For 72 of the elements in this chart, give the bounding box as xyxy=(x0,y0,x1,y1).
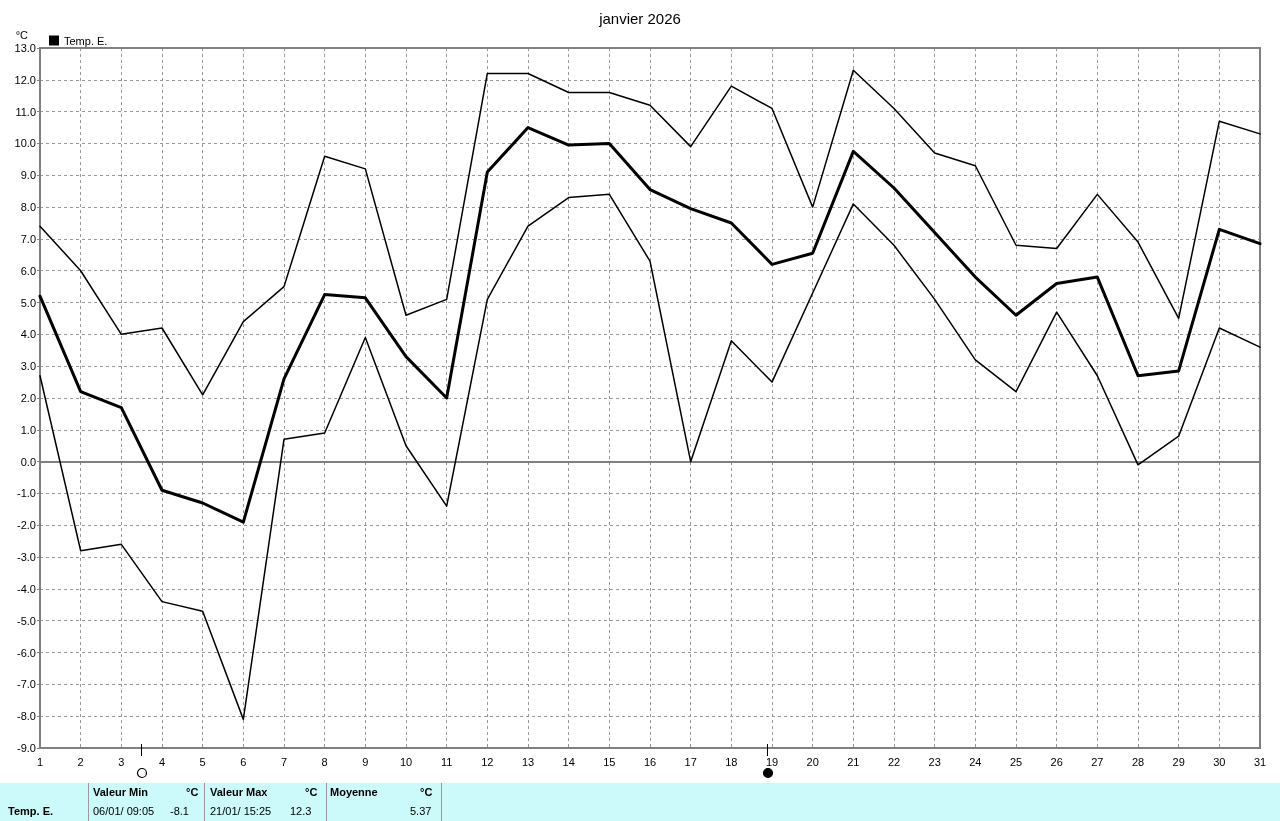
y-tick-label: 12.0 xyxy=(14,73,36,86)
text: Temp. E. xyxy=(8,805,54,817)
legend-label: Temp. E. xyxy=(64,34,108,47)
x-tick-label: 13 xyxy=(521,755,535,768)
text: Valeur Max xyxy=(210,786,268,798)
x-tick-label: 28 xyxy=(1131,755,1145,768)
text: 5.37 xyxy=(410,805,432,817)
x-tick-label: 14 xyxy=(562,755,575,768)
x-tick-label: 4 xyxy=(158,755,166,768)
chart-title: janvier 2026 xyxy=(598,10,681,27)
x-tick-label: 29 xyxy=(1172,755,1185,768)
y-tick-label: -5.0 xyxy=(17,614,36,627)
y-tick-label: 2.0 xyxy=(20,392,36,404)
text: 12.3 xyxy=(290,805,312,817)
y-tick-label: 6.0 xyxy=(20,264,36,277)
text: 06/01/ 09:05 xyxy=(93,805,155,817)
y-tick-label: 0.0 xyxy=(20,455,36,468)
y-tick-label: 9.0 xyxy=(20,169,36,182)
x-tick-label: 5 xyxy=(199,755,206,768)
y-tick-label: 1.0 xyxy=(20,423,36,436)
y-tick-label: 7.0 xyxy=(20,232,36,245)
x-tick-label: 17 xyxy=(684,755,697,768)
x-tick-label: 21 xyxy=(847,755,860,768)
x-tick-label: 9 xyxy=(362,755,369,768)
x-tick-label: 20 xyxy=(806,755,819,768)
y-tick-label: -7.0 xyxy=(17,678,36,691)
x-tick-label: 24 xyxy=(969,755,982,768)
y-tick-label: 3.0 xyxy=(20,360,36,373)
x-tick-label: 3 xyxy=(118,755,125,768)
y-tick-label: -4.0 xyxy=(17,582,36,595)
x-tick-label: 6 xyxy=(240,755,247,768)
x-tick-label: 27 xyxy=(1091,755,1104,768)
x-tick-label: 15 xyxy=(603,755,616,768)
x-tick-label: 12 xyxy=(481,755,494,768)
x-tick-label: 16 xyxy=(643,755,657,768)
text: 21/01/ 15:25 xyxy=(210,805,272,817)
y-tick-label: -6.0 xyxy=(17,646,36,659)
x-tick-label: 23 xyxy=(928,755,941,768)
y-axis-title: °C xyxy=(15,28,29,41)
y-tick-label: -2.0 xyxy=(17,519,36,532)
text: °C xyxy=(186,786,199,798)
x-tick-label: 11 xyxy=(440,755,453,768)
line-series xyxy=(39,69,1261,396)
y-tick-label: -8.0 xyxy=(17,710,36,723)
x-tick-label: 18 xyxy=(725,755,738,768)
x-tick-label: 22 xyxy=(887,755,901,768)
x-tick-label: 19 xyxy=(765,755,779,768)
line-series xyxy=(39,193,1261,721)
line-series xyxy=(38,126,1262,524)
x-tick-label: 25 xyxy=(1009,755,1023,768)
x-tick-label: 30 xyxy=(1213,755,1226,768)
y-tick-label: 8.0 xyxy=(20,201,36,214)
text: °C xyxy=(420,786,433,798)
y-tick-label: 13.0 xyxy=(14,42,36,54)
y-tick-label: -3.0 xyxy=(17,551,36,564)
y-tick-label: 5.0 xyxy=(20,296,36,309)
x-tick-label: 2 xyxy=(77,755,84,768)
x-tick-label: 31 xyxy=(1253,755,1267,768)
x-tick-label: 26 xyxy=(1050,755,1063,768)
x-tick-label: 1 xyxy=(36,755,44,768)
text: Moyenne xyxy=(330,786,378,798)
y-tick-label: 4.0 xyxy=(20,328,36,341)
y-tick-label: 10.0 xyxy=(14,137,36,150)
text: °C xyxy=(305,786,318,798)
x-tick-label: 7 xyxy=(280,755,288,768)
y-tick-label: -1.0 xyxy=(17,487,36,500)
x-tick-label: 8 xyxy=(321,755,328,768)
y-tick-label: 11.0 xyxy=(15,105,36,118)
x-tick-label: 10 xyxy=(399,755,413,768)
text: -8.1 xyxy=(170,805,189,817)
text: Valeur Min xyxy=(93,786,149,798)
y-tick-label: -9.0 xyxy=(17,742,36,754)
